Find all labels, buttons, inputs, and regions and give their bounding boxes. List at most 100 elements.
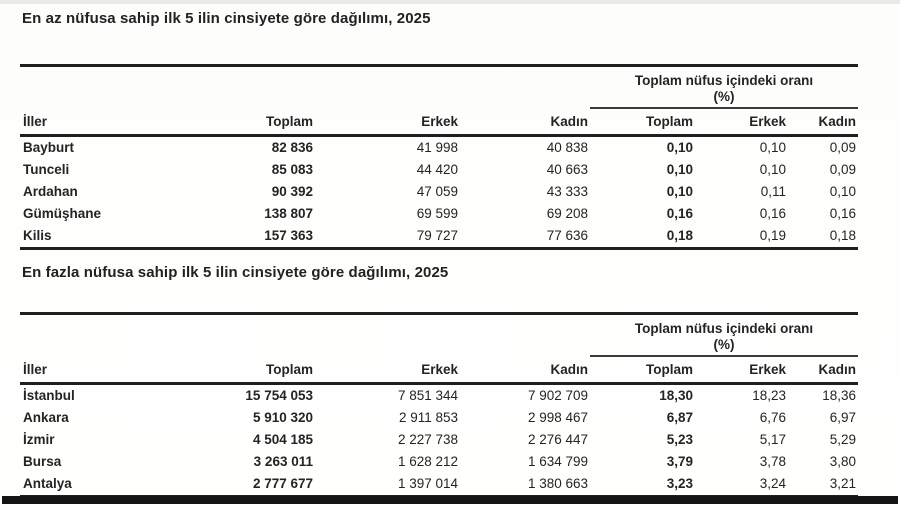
table-cell: 15 754 053 [245,388,313,403]
table-cell: 41 998 [416,140,458,155]
table-cell: 7 902 709 [527,388,588,403]
table-cell: 0,16 [666,206,693,221]
group-header-label: Toplam nüfus içindeki oranı [634,321,814,336]
table-cell: 2 227 738 [397,432,458,447]
population-table-least-populated: Toplam nüfus içindeki oranı (%) İller To… [20,64,859,250]
table-cell: 18,36 [822,388,857,403]
table-cell: 3,24 [695,473,788,498]
table-cell: 40 838 [546,140,588,155]
table-cell: 77 636 [460,225,590,250]
table-body: İstanbul 15 754 053 7 851 344 7 902 709 18,3… [20,384,859,498]
table-cell: İstanbul [23,388,75,403]
table-cell: 18,23 [752,388,786,403]
table-cell: 47 059 [416,184,458,199]
table-cell: 69 208 [546,206,588,221]
table-cell: 157 363 [205,225,315,250]
table-cell: 5,29 [829,432,857,447]
table-cell: 69 599 [416,206,458,221]
table-cell: 0,10 [759,140,786,155]
table-cell: 5,17 [759,432,786,447]
table-cell: 0,09 [829,162,857,177]
table-cell: 1 634 799 [527,454,588,469]
table-cell: Ankara [23,410,69,425]
table-cell: İzmir [23,432,55,447]
table-cell: 0,18 [788,225,859,250]
table-cell: 2 777 677 [205,473,315,498]
table-cell: 5,23 [666,432,693,447]
top-strip [0,0,900,4]
table-cell: 0,10 [829,184,857,199]
table-row: Ankara 5 910 320 2 911 853 2 998 467 6,87 6,7… [20,407,858,429]
table-cell: Bursa [23,454,62,469]
table-cell: 0,10 [759,162,786,177]
col-header-oran-toplam: Toplam [590,108,695,137]
table-cell: 0,16 [829,206,857,221]
col-header-iller: İller [20,356,205,385]
col-header-oran-toplam: Toplam [590,356,695,385]
table-cell: Antalya [20,473,205,498]
col-header-oran-kadin: Kadın [788,108,859,137]
table-row: İzmir 4 504 185 2 227 738 2 276 447 5,23 5,17… [20,429,858,451]
table-cell: 1 628 212 [397,454,458,469]
col-header-kadin: Kadın [460,108,590,137]
bottom-bar [2,496,898,504]
col-header-oran-erkek: Erkek [695,108,788,137]
table-cell: 2 276 447 [527,432,588,447]
table-cell: 0,11 [760,184,786,199]
col-header-toplam: Toplam [205,108,315,137]
table-cell: 138 807 [264,206,313,221]
table-cell: 18,30 [659,388,693,403]
table-row: Bursa 3 263 011 1 628 212 1 634 799 3,79 3,78… [20,451,858,473]
col-header-toplam: Toplam [205,356,315,385]
table-cell: 0,19 [695,225,788,250]
table-cell: 82 836 [271,140,313,155]
group-header-ratio: Toplam nüfus içindeki oranı (%) [590,312,859,357]
table-row: İstanbul 15 754 053 7 851 344 7 902 709 18,3… [20,384,858,408]
group-header-unit: (%) [713,337,735,352]
table-cell: 0,10 [666,184,693,199]
table-cell: 0,09 [829,140,857,155]
table-cell: 2 911 853 [398,410,458,425]
col-header-erkek: Erkek [315,356,460,385]
table-cell: 3,78 [759,454,786,469]
table-cell: 3 263 011 [253,454,313,469]
group-header-row: Toplam nüfus içindeki oranı (%) [20,312,859,357]
table-cell: 90 392 [271,184,313,199]
table-cell: 6,87 [666,410,693,425]
population-table-most-populated: Toplam nüfus içindeki oranı (%) İller To… [20,312,859,498]
table-cell: Tunceli [23,162,70,177]
table-row: Tunceli 85 083 44 420 40 663 0,10 0,10 0,09 [20,159,858,181]
table-cell: 3,21 [788,473,859,498]
table-cell: 0,10 [666,140,693,155]
table-cell: 2 998 467 [527,410,588,425]
table-title-most-populated: En fazla nüfusa sahip ilk 5 ilin cinsiye… [22,264,449,281]
group-header-spacer [20,312,590,356]
table-cell: 3,79 [666,454,693,469]
table-row: Gümüşhane 138 807 69 599 69 208 0,16 0,16 0,16 [20,203,858,225]
table-cell: 6,76 [759,410,786,425]
column-header-row: İller Toplam Erkek Kadın Toplam Erkek Ka… [20,356,859,385]
table-cell: 1 380 663 [460,473,590,498]
group-header-row: Toplam nüfus içindeki oranı (%) [20,64,859,109]
table-cell: 5 910 320 [252,410,313,425]
table-cell: 79 727 [315,225,460,250]
table-cell: 40 663 [546,162,588,177]
table-cell: Bayburt [23,140,75,155]
table-cell: 6,97 [829,410,857,425]
column-header-row: İller Toplam Erkek Kadın Toplam Erkek Ka… [20,108,859,137]
col-header-erkek: Erkek [315,108,460,137]
table-cell: 85 083 [271,162,313,177]
table-cell: 0,18 [590,225,695,250]
table-cell: 1 397 014 [315,473,460,498]
table-body: Bayburt 82 836 41 998 40 838 0,10 0,10 0,09 Tun… [20,136,859,250]
col-header-iller: İller [20,108,205,137]
table-cell: Gümüşhane [23,206,102,221]
col-header-kadin: Kadın [460,356,590,385]
group-header-ratio: Toplam nüfus içindeki oranı (%) [590,64,859,109]
col-header-oran-erkek: Erkek [695,356,788,385]
table-cell: 0,16 [759,206,786,221]
group-header-spacer [20,64,590,108]
table-cell: 0,10 [666,162,693,177]
table-row: Bayburt 82 836 41 998 40 838 0,10 0,10 0,09 [20,136,858,160]
table-cell: 43 333 [546,184,588,199]
